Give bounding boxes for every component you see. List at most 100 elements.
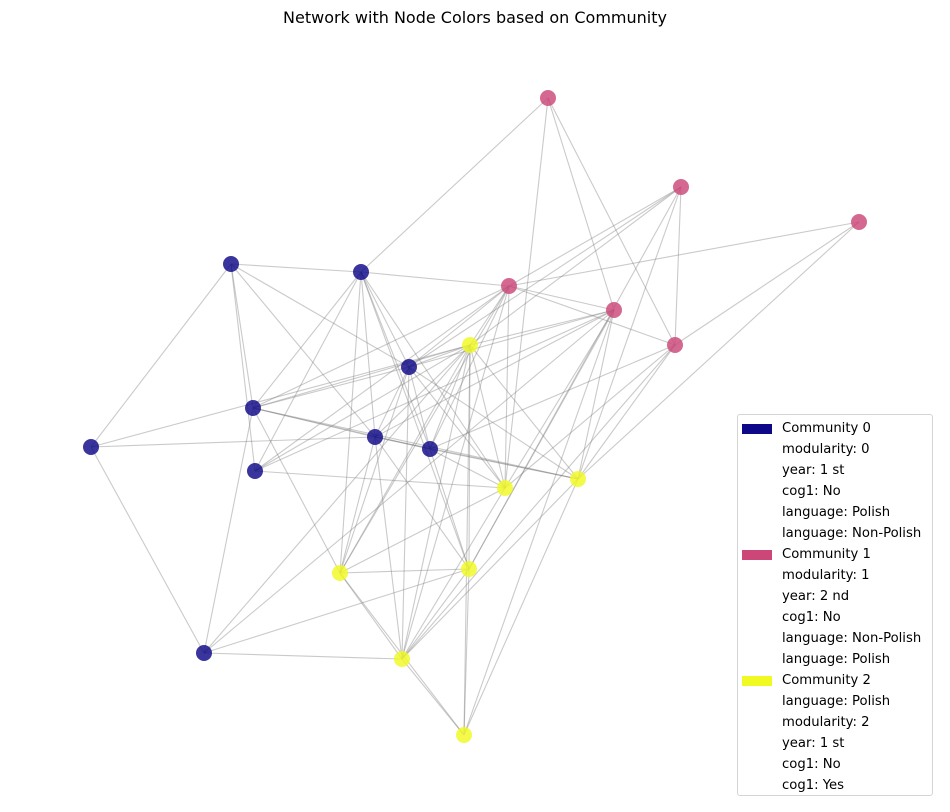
legend-label: Community 2 [782, 673, 871, 688]
edge [508, 186, 682, 287]
node-community-2 [570, 471, 586, 487]
edge [252, 407, 579, 480]
legend-attribute: modularity: 1 [742, 565, 928, 586]
legend-label: Community 0 [782, 421, 871, 436]
edge [254, 309, 615, 472]
node-community-0 [401, 359, 417, 375]
edge [203, 309, 615, 654]
edge [254, 285, 510, 472]
edge [360, 271, 431, 450]
edge [90, 263, 232, 448]
legend-attribute-text: modularity: 2 [782, 715, 870, 730]
edge [408, 344, 471, 368]
edge [360, 271, 510, 287]
edge [469, 285, 510, 346]
edge [360, 97, 549, 273]
edge [408, 285, 510, 368]
edge [339, 344, 471, 574]
edge [463, 478, 579, 736]
edge [203, 652, 403, 660]
edge [401, 658, 465, 736]
edge [252, 407, 341, 574]
edge [401, 478, 579, 660]
edge [374, 436, 431, 450]
edge [469, 186, 682, 346]
edge [504, 97, 549, 489]
edge [469, 344, 506, 489]
edge [401, 344, 676, 660]
edge [577, 186, 682, 480]
legend-attribute: cog1: No [742, 481, 928, 502]
edge [339, 285, 510, 574]
legend-entry-community-1: Community 1 [742, 544, 928, 565]
edge [254, 470, 506, 489]
edge [339, 572, 403, 660]
edge [674, 221, 860, 346]
edge [408, 366, 431, 450]
legend-attribute: language: Non-Polish [742, 523, 928, 544]
node-community-2 [394, 651, 410, 667]
edge [504, 285, 510, 489]
node-community-0 [83, 439, 99, 455]
legend-entry-community-2: Community 2 [742, 670, 928, 691]
edge [547, 97, 615, 311]
legend-swatch [742, 549, 772, 560]
edge [252, 271, 362, 409]
edge [374, 309, 615, 438]
node-community-2 [332, 565, 348, 581]
edge [374, 366, 410, 438]
edge [203, 568, 470, 654]
edge [408, 309, 615, 368]
edge [468, 344, 471, 570]
node-community-2 [461, 561, 477, 577]
edge [674, 186, 682, 346]
edge [429, 448, 506, 489]
legend-attribute: modularity: 0 [742, 439, 928, 460]
legend-attribute: language: Polish [742, 502, 928, 523]
edge [408, 186, 682, 368]
chart-title: Network with Node Colors based on Commun… [283, 8, 667, 27]
edge [252, 344, 471, 409]
edge [468, 186, 682, 570]
edge [463, 309, 615, 736]
edge [252, 407, 431, 450]
edge [339, 568, 470, 574]
node-community-0 [247, 463, 263, 479]
edge [339, 436, 376, 574]
legend-attribute-text: language: Non-Polish [782, 526, 922, 541]
edge [429, 285, 510, 450]
edge [252, 407, 376, 438]
node-community-0 [422, 441, 438, 457]
edge [230, 263, 256, 472]
edge [374, 436, 470, 570]
node-community-0 [196, 645, 212, 661]
edge [508, 285, 676, 346]
legend-attribute-text: cog1: No [782, 757, 841, 772]
edge [360, 271, 470, 570]
legend-attribute-text: modularity: 0 [782, 442, 870, 457]
node-community-1 [606, 302, 622, 318]
edge [252, 366, 410, 409]
edge [429, 448, 579, 480]
edge [429, 344, 676, 450]
edge [374, 344, 471, 438]
edge [577, 309, 615, 480]
legend-attribute-text: language: Polish [782, 652, 891, 667]
legend-attribute-text: cog1: No [782, 610, 841, 625]
edge [463, 344, 471, 736]
edge [374, 436, 579, 480]
edge [90, 436, 376, 448]
edge [374, 436, 403, 660]
edge [360, 271, 376, 438]
edge [90, 446, 205, 654]
node-community-1 [540, 90, 556, 106]
legend-attribute: year: 2 nd [742, 586, 928, 607]
legend: Community 0 modularity: 0 year: 1 st cog1: … [737, 414, 933, 796]
edge [401, 487, 506, 660]
legend-swatch [742, 675, 772, 686]
edge [203, 407, 254, 654]
node-community-0 [367, 429, 383, 445]
edge [469, 344, 579, 480]
node-community-2 [456, 727, 472, 743]
legend-attribute: language: Polish [742, 649, 928, 670]
